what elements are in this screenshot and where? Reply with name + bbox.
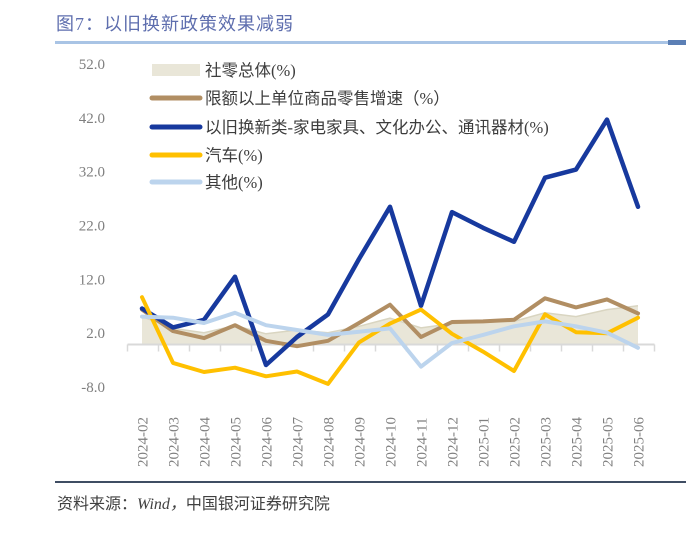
title-underline-end-cap xyxy=(668,40,686,45)
y-axis-label: 12.0 xyxy=(79,272,105,288)
y-axis-label: 2.0 xyxy=(86,326,105,342)
x-axis-label: 2024-09 xyxy=(353,417,369,467)
x-axis-label: 2024-07 xyxy=(291,417,307,467)
x-axis-label: 2024-05 xyxy=(229,417,245,467)
source-wind: Wind， xyxy=(137,496,186,513)
x-axis-label: 2024-04 xyxy=(198,417,214,467)
x-axis-label: 2025-03 xyxy=(539,417,555,467)
source-note: 资料来源：Wind，中国银河证券研究院 xyxy=(57,490,330,514)
x-axis-label: 2024-02 xyxy=(136,417,152,467)
legend-label: 其他(%) xyxy=(205,173,263,192)
y-axis-label: 42.0 xyxy=(79,111,105,127)
legend-label: 汽车(%) xyxy=(205,146,263,165)
footer-divider xyxy=(55,481,686,483)
x-axis-label: 2024-08 xyxy=(322,417,338,467)
x-axis-label: 2024-03 xyxy=(167,417,183,467)
x-axis-label: 2024-12 xyxy=(446,417,462,467)
series-line-1 xyxy=(139,117,641,368)
y-axis-label: -8.0 xyxy=(81,380,105,396)
x-axis-label: 2025-05 xyxy=(601,417,617,467)
legend-swatch-area xyxy=(152,64,200,76)
chart-title: 图7：以旧换新政策效果减弱 xyxy=(56,14,294,34)
legend-label: 限额以上单位商品零售增速（%） xyxy=(205,89,450,108)
y-axis-label: 22.0 xyxy=(79,219,105,235)
x-axis-label: 2024-11 xyxy=(415,418,431,467)
x-axis-label: 2024-10 xyxy=(384,417,400,467)
title-underline xyxy=(55,41,668,44)
x-axis-label: 2025-06 xyxy=(632,417,648,467)
y-axis-label: 52.0 xyxy=(79,57,105,73)
series-line-2 xyxy=(140,295,640,386)
y-axis-label: 32.0 xyxy=(79,165,105,181)
series-line-0 xyxy=(140,296,640,349)
source-prefix: 资料来源： xyxy=(57,496,138,513)
legend-label: 社零总体(%) xyxy=(205,61,296,80)
x-axis-label: 2025-01 xyxy=(477,417,493,467)
x-axis-label: 2024-06 xyxy=(260,417,276,467)
x-axis-label: 2025-04 xyxy=(570,417,586,467)
x-axis-label: 2025-02 xyxy=(508,417,524,467)
source-org: 中国银河证券研究院 xyxy=(185,496,330,513)
series-line-3 xyxy=(140,310,640,369)
legend-label: 以旧换新类-家电家具、文化办公、通讯器材(%) xyxy=(205,118,549,137)
